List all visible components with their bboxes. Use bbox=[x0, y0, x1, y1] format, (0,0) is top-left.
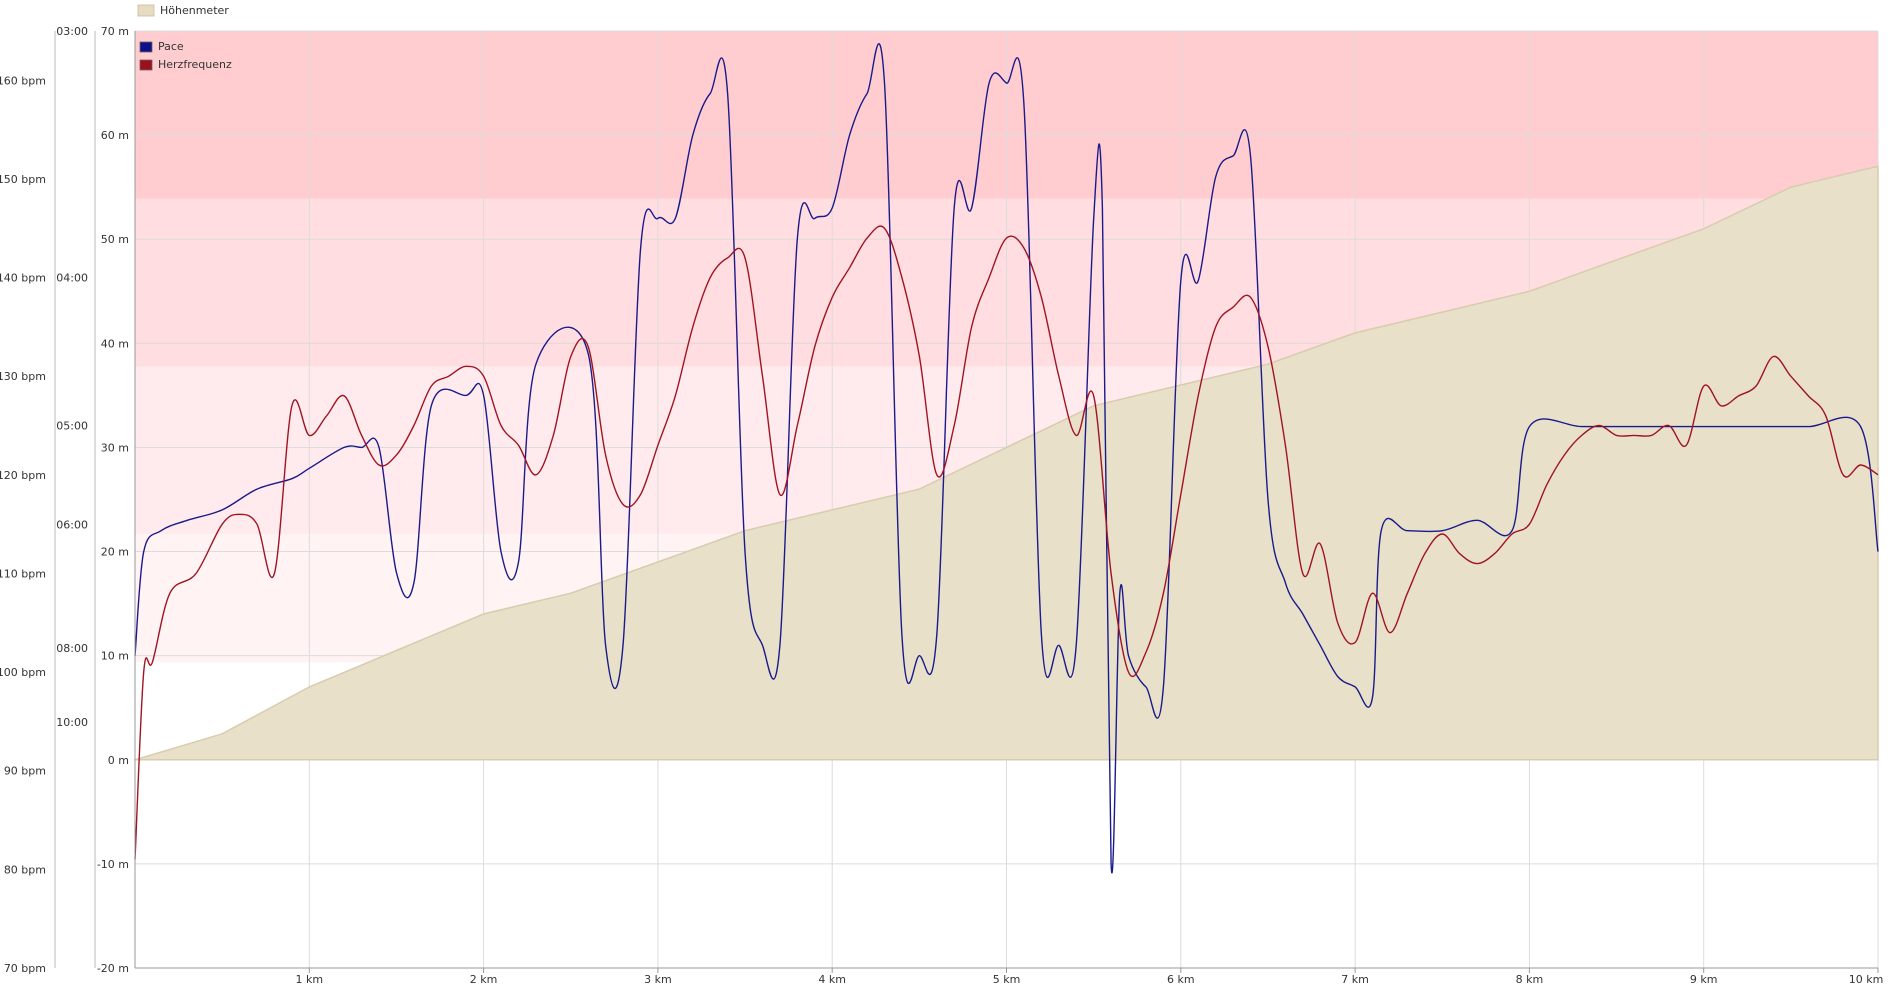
x-tick-label: 6 km bbox=[1167, 973, 1195, 985]
hr-tick-label: 70 bpm bbox=[4, 962, 46, 975]
elevation-area-path bbox=[134, 165, 1879, 761]
pace-line bbox=[134, 43, 1879, 874]
axes: 1 km 2 km 3 km 4 km 5 km 6 km 7 km 8 km 9 km 10 k… bbox=[0, 25, 1883, 985]
x-tick-label: 7 km bbox=[1341, 973, 1369, 985]
elevation-tick-label: 40 m bbox=[101, 337, 129, 350]
elevation-tick-label: 0 m bbox=[108, 754, 129, 767]
x-tick-label: 5 km bbox=[993, 973, 1021, 985]
x-tick-label: 1 km bbox=[296, 973, 324, 985]
elevation-tick-label: -20 m bbox=[97, 962, 129, 975]
x-tick-label: 2 km bbox=[470, 973, 498, 985]
legend-label: Höhenmeter bbox=[160, 4, 229, 17]
legend-swatch bbox=[137, 4, 155, 17]
elevation-area bbox=[134, 165, 1879, 761]
elevation-tick-label: 30 m bbox=[101, 441, 129, 454]
hr-tick-label: 100 bpm bbox=[0, 666, 46, 679]
pace-tick-label: 10:00 bbox=[56, 716, 88, 729]
x-tick-label: 8 km bbox=[1516, 973, 1544, 985]
elevation-tick-label: -10 m bbox=[97, 858, 129, 871]
hr-tick-label: 80 bpm bbox=[4, 863, 46, 876]
x-tick-label: 9 km bbox=[1690, 973, 1718, 985]
pace-tick-label: 03:00 bbox=[56, 25, 88, 38]
hr-tick-label: 150 bpm bbox=[0, 173, 46, 186]
elevation-tick-label: 70 m bbox=[101, 25, 129, 38]
pace-tick-label: 06:00 bbox=[56, 518, 88, 531]
pace-tick-label: 05:00 bbox=[56, 420, 88, 433]
elevation-tick-label: 50 m bbox=[101, 233, 129, 246]
x-tick-label: 3 km bbox=[644, 973, 672, 985]
legend-label: Pace bbox=[158, 40, 184, 53]
elevation-tick-label: 60 m bbox=[101, 129, 129, 142]
hr-tick-label: 130 bpm bbox=[0, 370, 46, 383]
series-lines bbox=[134, 43, 1879, 874]
elevation-tick-label: 10 m bbox=[101, 650, 129, 663]
hr-tick-label: 110 bpm bbox=[0, 567, 46, 580]
legend-swatch bbox=[139, 41, 153, 53]
hr-tick-label: 120 bpm bbox=[0, 469, 46, 482]
heart-rate-line bbox=[134, 225, 1879, 860]
legend-label: Herzfrequenz bbox=[158, 58, 232, 71]
legend-swatch bbox=[139, 59, 153, 71]
hr-tick-label: 160 bpm bbox=[0, 74, 46, 87]
pace-tick-label: 08:00 bbox=[56, 642, 88, 655]
x-tick-label: 4 km bbox=[818, 973, 846, 985]
elevation-tick-label: 20 m bbox=[101, 546, 129, 559]
x-tick-label: 10 km bbox=[1849, 973, 1884, 985]
hr-tick-label: 90 bpm bbox=[4, 765, 46, 778]
legend: Höhenmeter Pace Herzfrequenz bbox=[137, 4, 232, 71]
pace-tick-label: 04:00 bbox=[56, 272, 88, 285]
hr-tick-label: 140 bpm bbox=[0, 272, 46, 285]
